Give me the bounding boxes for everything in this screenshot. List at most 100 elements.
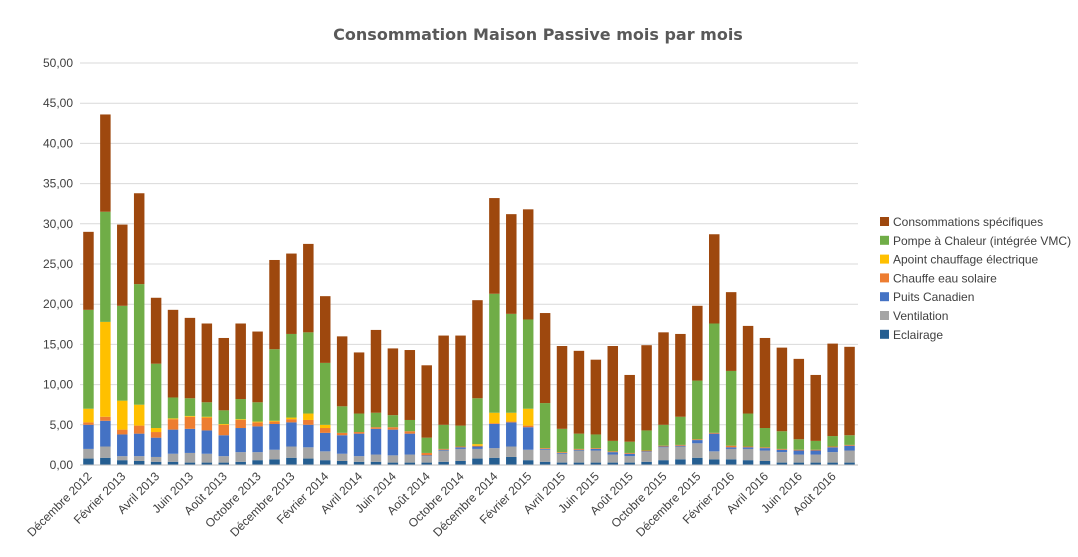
bar-segment — [472, 448, 483, 459]
bar-segment — [810, 454, 821, 463]
bar-segment — [827, 446, 838, 448]
bar-segment — [607, 452, 619, 455]
bar-segment — [438, 461, 449, 465]
bar-segment — [133, 404, 145, 426]
bar-segment — [725, 459, 737, 465]
bar-segment — [759, 460, 771, 465]
bar-segment — [269, 459, 280, 465]
bar-segment — [624, 462, 635, 465]
bar-segment — [150, 456, 162, 462]
bar-segment — [387, 427, 399, 430]
bar-segment — [303, 458, 314, 465]
bar-segment — [269, 259, 280, 350]
bar-segment — [201, 453, 213, 463]
bar-segment — [641, 345, 652, 431]
bar-segment — [472, 446, 483, 449]
bar-segment — [759, 448, 771, 451]
bar-segment — [269, 449, 280, 460]
bar-segment — [218, 435, 230, 457]
bar-segment — [539, 448, 551, 450]
bar-segment — [353, 413, 365, 433]
legend-swatch — [880, 273, 889, 283]
bar-segment — [522, 460, 534, 465]
bar-segment — [556, 428, 568, 453]
bar-segment — [370, 428, 382, 455]
bar-segment — [658, 447, 669, 461]
bar-segment — [370, 454, 382, 462]
bar-segment — [607, 440, 619, 452]
bar-segment — [539, 448, 551, 449]
bar-segment — [336, 432, 348, 436]
bar-segment — [793, 449, 805, 451]
bar-segment — [675, 446, 686, 460]
bar-segment — [455, 448, 466, 461]
bar-segment — [725, 445, 737, 448]
bar-segment — [793, 454, 805, 463]
legend-swatch — [880, 254, 889, 264]
legend-swatch — [880, 292, 889, 302]
bar-segment — [455, 447, 466, 449]
bar-segment — [83, 231, 94, 310]
bar-segment — [303, 332, 314, 414]
bar-segment — [100, 446, 111, 458]
bar-segment — [709, 433, 720, 452]
bar-segment — [133, 456, 145, 461]
bar-segment — [336, 336, 348, 407]
bar-segment — [117, 224, 128, 306]
bar-segment — [725, 370, 737, 446]
bar-segment — [133, 284, 145, 405]
bar-segment — [252, 452, 263, 461]
bar-segment — [269, 424, 280, 450]
y-tick-label: 0,00 — [50, 458, 74, 472]
bar-segment — [404, 431, 416, 434]
bar-segment — [742, 448, 754, 461]
legend-label: Chauffe eau solaire — [893, 271, 997, 285]
bar-segment — [573, 350, 585, 434]
bar-segment — [201, 417, 213, 431]
bar-segment — [83, 424, 94, 449]
bar-segment — [590, 434, 602, 449]
bar-segment — [844, 462, 855, 465]
bar-segment — [573, 448, 585, 450]
bar-segment — [167, 418, 179, 420]
bar-segment — [269, 349, 280, 421]
bar-segment — [269, 421, 280, 424]
bar-segment — [590, 448, 602, 449]
bar-segment — [387, 462, 399, 465]
bar-segment — [438, 448, 449, 450]
bar-segment — [844, 346, 855, 436]
bar-segment — [827, 452, 838, 463]
legend-label: Pompe à Chaleur (intégrée VMC) — [893, 234, 1071, 248]
bar-segment — [286, 417, 297, 420]
bar-segment — [658, 332, 669, 425]
bar-segment — [455, 425, 466, 447]
bar-segment — [286, 457, 297, 465]
bar-segment — [725, 447, 737, 449]
bar-segment — [235, 461, 246, 465]
bar-segment — [472, 458, 483, 465]
legend: Consommations spécifiques Pompe à Chaleur… — [880, 215, 1071, 342]
bar-segment — [387, 455, 399, 463]
bar-segment — [150, 432, 162, 438]
bar-segment — [742, 413, 754, 447]
bar-segment — [218, 456, 230, 463]
bar-segment — [303, 419, 314, 425]
bar-segment — [201, 430, 213, 454]
bar-segment — [133, 433, 145, 457]
bar-segment — [421, 437, 432, 453]
bar-segment — [83, 458, 94, 465]
bar-segment — [472, 300, 483, 399]
bar-segment — [472, 398, 483, 445]
bar-segment — [844, 445, 855, 451]
bar-segment — [167, 309, 179, 398]
bar-segment — [218, 462, 230, 465]
bar-segment — [776, 448, 788, 450]
bar-segment — [404, 433, 416, 455]
bar-segment — [641, 430, 652, 451]
bar-segment — [336, 435, 348, 454]
bar-segment — [218, 424, 230, 425]
bar-segment — [438, 335, 449, 425]
y-tick-label: 25,00 — [43, 257, 73, 271]
y-tick-label: 5,00 — [50, 418, 74, 432]
